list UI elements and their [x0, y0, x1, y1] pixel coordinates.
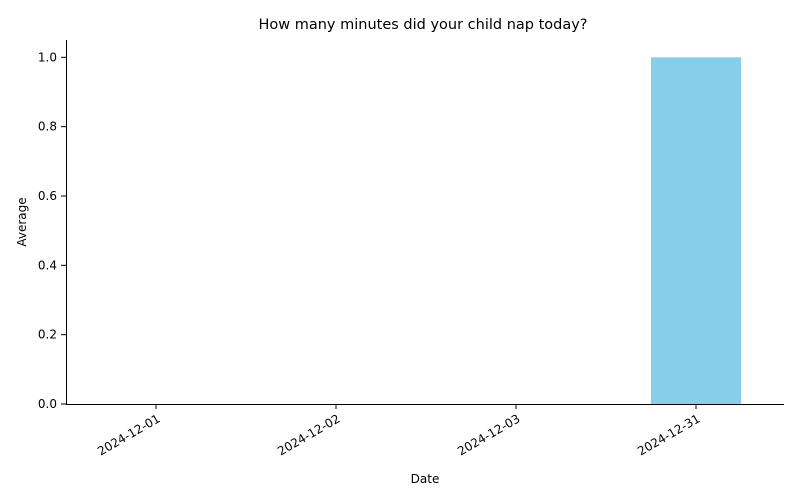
bars-group — [651, 57, 741, 404]
y-tick-label: 0.0 — [38, 397, 57, 411]
x-tick-label: 2024-12-31 — [635, 411, 702, 458]
plot-area: 0.00.20.40.60.81.0 2024-12-01 2024-12-02 2… — [38, 40, 784, 458]
y-tick-label: 0.2 — [38, 328, 57, 342]
y-tick-label: 0.8 — [38, 120, 57, 134]
x-tick-label: 2024-12-01 — [95, 411, 162, 458]
x-axis: 2024-12-01 2024-12-02 2024-12-03 2024-12-31 — [95, 404, 703, 458]
y-tick-label: 0.6 — [38, 189, 57, 203]
y-tick-label: 0.4 — [38, 258, 57, 272]
y-axis: 0.0 0.2 0.4 0.6 0.8 1.0 — [38, 50, 66, 411]
x-axis-label: Date — [411, 472, 440, 486]
x-tick-label: 2024-12-02 — [275, 411, 342, 458]
y-axis-label: Average — [15, 197, 29, 246]
chart-title: How many minutes did your child nap toda… — [258, 17, 587, 33]
bar-2024-12-31 — [651, 57, 741, 404]
y-tick-label: 1.0 — [38, 50, 57, 64]
x-tick-label: 2024-12-03 — [455, 411, 522, 458]
